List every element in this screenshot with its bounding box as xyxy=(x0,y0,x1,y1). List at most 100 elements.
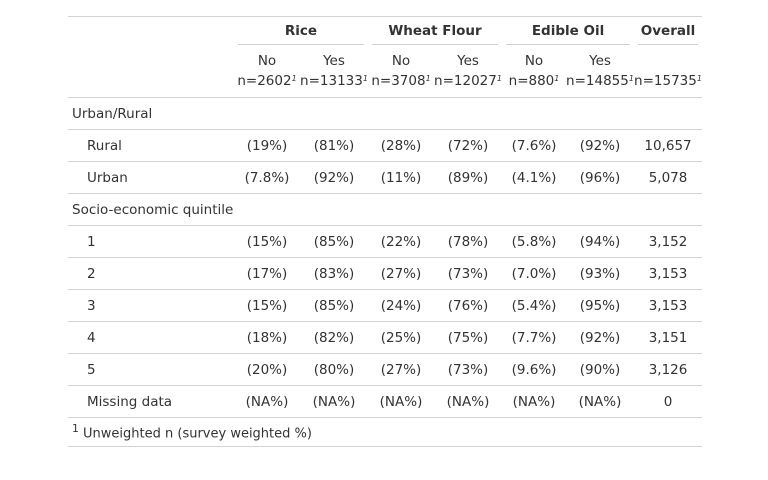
column-n: n=2602 xyxy=(237,73,292,89)
table-cell: (85%) xyxy=(300,225,368,258)
column-header-overall: n=157351 xyxy=(634,45,703,98)
column-header-oil-no: No n=8801 xyxy=(502,45,567,98)
footnote-mark: 1 xyxy=(554,74,560,83)
column-header-wheat-yes: Yes n=120271 xyxy=(434,45,503,98)
table-cell: (19%) xyxy=(234,129,300,162)
table-cell: (96%) xyxy=(566,161,635,194)
table-cell: (15%) xyxy=(234,225,300,258)
table-cell: (11%) xyxy=(368,161,434,194)
table-cell: (81%) xyxy=(300,129,368,162)
spanner-overall-label: Overall xyxy=(640,23,696,39)
table-cell: (83%) xyxy=(300,257,368,290)
footnote-mark: 1 xyxy=(696,74,702,83)
table-cell: (90%) xyxy=(566,353,635,386)
spanner-rice-label: Rice xyxy=(284,23,318,39)
column-label: No xyxy=(524,53,544,69)
column-header-oil-yes: Yes n=148551 xyxy=(566,45,635,98)
column-label: Yes xyxy=(323,53,345,69)
column-label: Yes xyxy=(589,53,611,69)
footnote-text: Unweighted n (survey weighted %) xyxy=(83,426,312,442)
table-cell: (7.7%) xyxy=(502,321,567,354)
table-cell: (92%) xyxy=(566,129,635,162)
table-cell: (25%) xyxy=(368,321,434,354)
table-cell: (NA%) xyxy=(368,385,434,418)
table-row: 2 (17%) (83%) (27%) (73%) (7.0%) (93%) 3,153 xyxy=(68,257,703,290)
table-cell: (NA%) xyxy=(502,385,567,418)
footnote: 1 Unweighted n (survey weighted %) xyxy=(68,417,703,447)
table-row: Missing data (NA%) (NA%) (NA%) (NA%) (NA%) (NA… xyxy=(68,385,703,418)
table-cell: (82%) xyxy=(300,321,368,354)
table-cell: (75%) xyxy=(434,321,503,354)
column-n: n=15735 xyxy=(634,73,697,89)
spanner-overall: Overall xyxy=(634,16,703,45)
table-cell: 3,153 xyxy=(634,257,703,290)
spanner-wheat-label: Wheat Flour xyxy=(388,23,482,39)
table-cell: (18%) xyxy=(234,321,300,354)
table-cell: 3,153 xyxy=(634,289,703,322)
footnote-mark: 1 xyxy=(425,74,431,83)
column-header-rice-yes: Yes n=131331 xyxy=(300,45,368,98)
table-cell: (27%) xyxy=(368,353,434,386)
table-cell: 0 xyxy=(634,385,703,418)
column-n: n=880 xyxy=(508,73,555,89)
table-cell: 10,657 xyxy=(634,129,703,162)
group-row: Urban/Rural xyxy=(68,97,703,130)
table-cell: (7.0%) xyxy=(502,257,567,290)
row-label: 4 xyxy=(68,321,234,354)
table-row: 1 (15%) (85%) (22%) (78%) (5.8%) (94%) 3,152 xyxy=(68,225,703,258)
table-cell: (9.6%) xyxy=(502,353,567,386)
summary-table-container: Rice Wheat Flour Edible Oil Overall No n=… xyxy=(68,16,703,447)
table-cell: (4.1%) xyxy=(502,161,567,194)
table-row: Urban (7.8%) (92%) (11%) (89%) (4.1%) (96%) 5,0… xyxy=(68,161,703,194)
table-row: Rural (19%) (81%) (28%) (72%) (7.6%) (92%) 10,6… xyxy=(68,129,703,162)
table-cell: (80%) xyxy=(300,353,368,386)
table-cell: (NA%) xyxy=(434,385,503,418)
spanner-rice: Rice xyxy=(234,16,368,45)
footnote-mark: 1 xyxy=(291,74,297,83)
row-label: 2 xyxy=(68,257,234,290)
table-cell: (20%) xyxy=(234,353,300,386)
row-label: 5 xyxy=(68,353,234,386)
column-label: Yes xyxy=(457,53,479,69)
table-cell: (15%) xyxy=(234,289,300,322)
footnote-mark: 1 xyxy=(72,422,79,436)
stub-column-header xyxy=(68,45,234,98)
table-cell: (27%) xyxy=(368,257,434,290)
table-cell: (73%) xyxy=(434,353,503,386)
table-cell: 5,078 xyxy=(634,161,703,194)
row-label: Urban xyxy=(68,161,234,194)
group-label: Socio-economic quintile xyxy=(68,193,703,226)
column-n: n=3708 xyxy=(371,73,426,89)
table-cell: 3,151 xyxy=(634,321,703,354)
table-cell: (28%) xyxy=(368,129,434,162)
table-cell: (76%) xyxy=(434,289,503,322)
table-cell: (85%) xyxy=(300,289,368,322)
footnote-mark: 1 xyxy=(628,74,634,83)
table-cell: (22%) xyxy=(368,225,434,258)
footnote-mark: 1 xyxy=(496,74,502,83)
table-cell: (5.8%) xyxy=(502,225,567,258)
table-cell: (NA%) xyxy=(566,385,635,418)
table-cell: (93%) xyxy=(566,257,635,290)
spanner-row: Rice Wheat Flour Edible Oil Overall xyxy=(68,16,703,45)
group-row: Socio-economic quintile xyxy=(68,193,703,226)
table-cell: (94%) xyxy=(566,225,635,258)
table-cell: (5.4%) xyxy=(502,289,567,322)
column-header-rice-no: No n=26021 xyxy=(234,45,300,98)
column-n: n=13133 xyxy=(300,73,363,89)
group-label: Urban/Rural xyxy=(68,97,703,130)
footnote-mark: 1 xyxy=(362,74,368,83)
column-header-wheat-no: No n=37081 xyxy=(368,45,434,98)
spanner-edible-oil: Edible Oil xyxy=(502,16,635,45)
table-body: Urban/Rural Rural (19%) (81%) (28%) (72%) (7.6… xyxy=(68,97,703,418)
spanner-wheat-flour: Wheat Flour xyxy=(368,16,503,45)
table-cell: (7.8%) xyxy=(234,161,300,194)
row-label: Rural xyxy=(68,129,234,162)
column-label: No xyxy=(391,53,411,69)
table-cell: (92%) xyxy=(300,161,368,194)
spanner-oil-label: Edible Oil xyxy=(531,23,605,39)
table-cell: (7.6%) xyxy=(502,129,567,162)
row-label: 1 xyxy=(68,225,234,258)
column-n: n=14855 xyxy=(566,73,629,89)
table-row: 4 (18%) (82%) (25%) (75%) (7.7%) (92%) 3,151 xyxy=(68,321,703,354)
